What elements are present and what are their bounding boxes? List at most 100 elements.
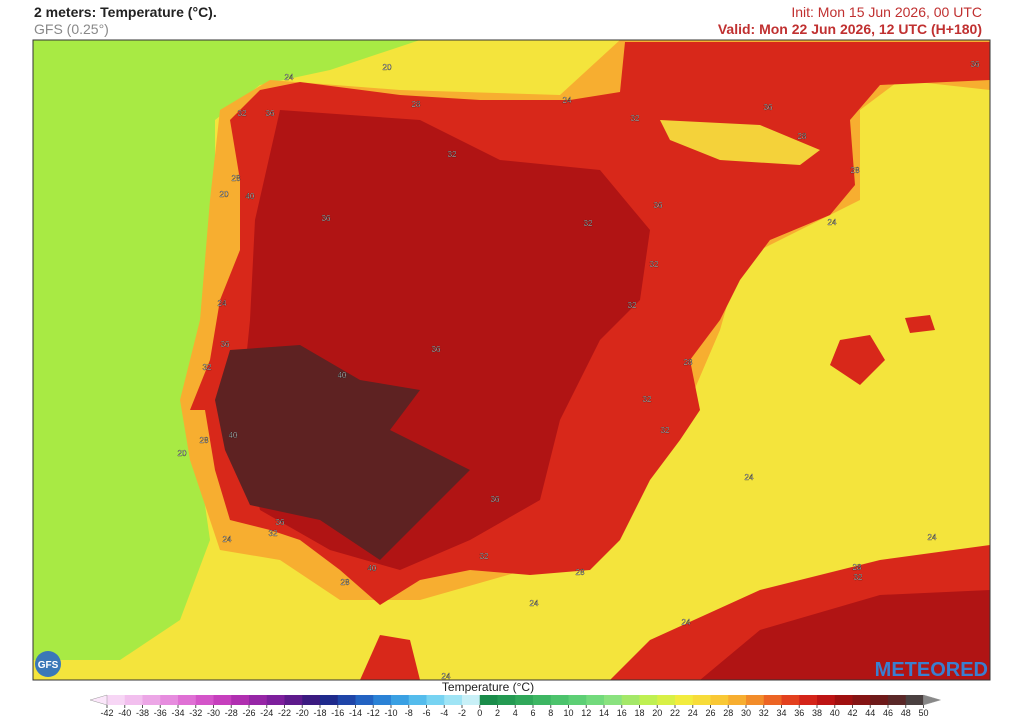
colorbar-tick-label: 38 — [812, 708, 822, 718]
contour-label: 20 — [383, 63, 392, 72]
contour-label: 36 — [221, 340, 230, 349]
contour-label: 32 — [269, 529, 278, 538]
colorbar-tick-label: 0 — [477, 708, 482, 718]
colorbar-tick-label: 36 — [794, 708, 804, 718]
colorbar-cell — [302, 695, 321, 705]
colorbar-tick-label: 18 — [634, 708, 644, 718]
colorbar-tick-label: -42 — [100, 708, 113, 718]
contour-label: 36 — [654, 201, 663, 210]
colorbar-cell — [888, 695, 907, 705]
contour-label: 24 — [442, 672, 451, 681]
colorbar-cell — [586, 695, 605, 705]
africa-very-hot — [700, 590, 990, 680]
colorbar-tick-label: -18 — [313, 708, 326, 718]
colorbar-tick-label: -4 — [440, 708, 448, 718]
pyrenees-cool — [660, 120, 820, 165]
gfs-badge — [35, 651, 61, 677]
colorbar-arrow-left — [89, 694, 108, 706]
colorbar-tick-label: 2 — [495, 708, 500, 718]
contour-label: 20 — [178, 449, 187, 458]
colorbar-cell — [852, 695, 871, 705]
contour-label: 40 — [368, 564, 377, 573]
colorbar-cell — [231, 695, 250, 705]
colorbar-cell — [515, 695, 534, 705]
colorbar-cell — [160, 695, 179, 705]
colorbar-tick-label: 22 — [670, 708, 680, 718]
colorbar-cell — [195, 695, 214, 705]
colorbar-cell — [320, 695, 339, 705]
contour-label: 36 — [266, 109, 275, 118]
colorbar-tick-label: 24 — [688, 708, 698, 718]
atlantic-cool — [33, 40, 420, 660]
contour-label: 24 — [285, 73, 294, 82]
colorbar-tick-label: 50 — [918, 708, 928, 718]
colorbar-cell — [497, 695, 516, 705]
colorbar-tick-label: 48 — [901, 708, 911, 718]
colorbar-tick-label: 34 — [776, 708, 786, 718]
colorbar-cell — [373, 695, 392, 705]
colorbar-cell — [746, 695, 765, 705]
contour-label: 24 — [928, 533, 937, 542]
colorbar-cell — [479, 695, 498, 705]
contour-label: 28 — [200, 436, 209, 445]
colorbar-tick-label: -6 — [422, 708, 430, 718]
init-time: Init: Mon 15 Jun 2026, 00 UTC — [791, 4, 982, 20]
colorbar-tick-label: -38 — [136, 708, 149, 718]
colorbar-tick-label: 6 — [530, 708, 535, 718]
contour-label: 28 — [798, 132, 807, 141]
colorbar-cell — [728, 695, 747, 705]
colorbar-tick-label: 16 — [617, 708, 627, 718]
colorbar-tick-label: 30 — [741, 708, 751, 718]
contour-label: 28 — [341, 578, 350, 587]
colorbar-tick-label: -32 — [189, 708, 202, 718]
land-extreme — [215, 345, 470, 560]
contour-label: 28 — [576, 568, 585, 577]
colorbar-cell — [249, 695, 268, 705]
map — [33, 40, 990, 680]
colorbar-arrow-right — [923, 694, 942, 706]
colorbar-cell — [213, 695, 232, 705]
morocco-hot — [360, 635, 420, 680]
colorbar-cell — [799, 695, 818, 705]
colorbar-tick-label: 40 — [830, 708, 840, 718]
contour-label: 36 — [491, 495, 500, 504]
contour-label: 28 — [851, 166, 860, 175]
colorbar-cell — [337, 695, 356, 705]
colorbar-tick-label: -2 — [458, 708, 466, 718]
colorbar-cell — [905, 695, 924, 705]
contour-label: 28 — [412, 100, 421, 109]
colorbar-tick-label: 8 — [548, 708, 553, 718]
colorbar-cell — [142, 695, 161, 705]
colorbar-tick-label: 14 — [599, 708, 609, 718]
contour-label: 28 — [232, 174, 241, 183]
colorbar-tick-label: -14 — [349, 708, 362, 718]
colorbar-cell — [408, 695, 427, 705]
colorbar-tick-label: 20 — [652, 708, 662, 718]
colorbar-tick-label: -12 — [367, 708, 380, 718]
contour-label: 32 — [480, 552, 489, 561]
colorbar-cell — [675, 695, 694, 705]
map-frame — [32, 39, 991, 681]
colorbar-tick-label: -28 — [225, 708, 238, 718]
colorbar-cell — [124, 695, 143, 705]
mallorca — [830, 335, 885, 385]
colorbar-cell — [107, 695, 126, 705]
contour-label: 36 — [322, 214, 331, 223]
colorbar-tick-label: 42 — [847, 708, 857, 718]
contour-label: 40 — [246, 192, 255, 201]
contour-label: 40 — [338, 371, 347, 380]
colorbar-tick-label: -22 — [278, 708, 291, 718]
colorbar-tick-label: 28 — [723, 708, 733, 718]
colorbar-tick-label: 26 — [705, 708, 715, 718]
valid-time: Valid: Mon 22 Jun 2026, 12 UTC (H+180) — [717, 21, 982, 37]
contour-label: 32 — [631, 114, 640, 123]
colorbar-tick-label: -24 — [260, 708, 273, 718]
colorbar-cell — [621, 695, 640, 705]
contour-label: 24 — [563, 96, 572, 105]
contour-label: 24 — [530, 599, 539, 608]
contour-label: 28 — [853, 563, 862, 572]
contour-label: 24 — [745, 473, 754, 482]
colorbar-tick-label: -20 — [296, 708, 309, 718]
